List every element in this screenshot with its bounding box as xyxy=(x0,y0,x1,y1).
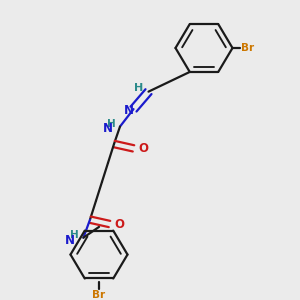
Text: H: H xyxy=(107,119,116,129)
Text: N: N xyxy=(124,104,134,117)
Text: N: N xyxy=(65,233,75,247)
Text: H: H xyxy=(134,83,143,93)
Text: O: O xyxy=(138,142,148,155)
Text: N: N xyxy=(102,122,112,135)
Text: Br: Br xyxy=(92,290,106,300)
Text: H: H xyxy=(70,230,79,240)
Text: Br: Br xyxy=(241,43,254,53)
Text: O: O xyxy=(114,218,124,230)
